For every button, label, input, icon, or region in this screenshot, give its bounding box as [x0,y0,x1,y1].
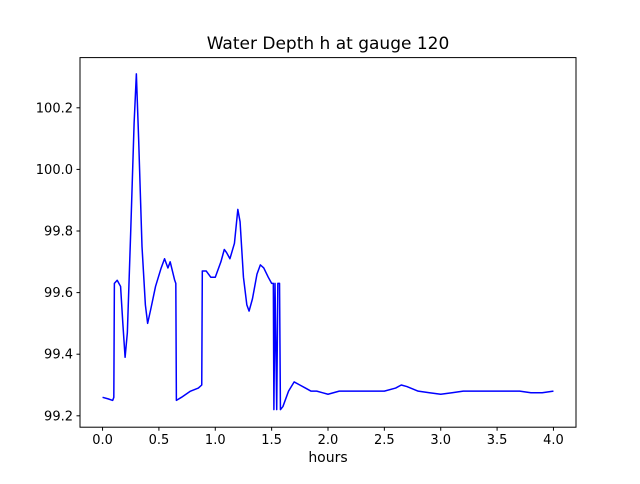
chart-title: Water Depth h at gauge 120 [207,34,450,54]
x-axis-label: hours [308,450,347,466]
y-tick-label: 100.0 [36,163,73,178]
x-tick-label: 0.0 [92,433,113,448]
x-tick-label: 3.0 [430,433,451,448]
x-tick-label: 0.5 [149,433,170,448]
plot-area: 0.0 0.5 1.0 1.5 2.0 2.5 3.0 3.5 4.0 99.2 99.4 99.6 9… [36,57,577,448]
y-tick-label: 99.6 [44,286,73,301]
axes-frame [79,57,577,428]
x-tick-label: 2.5 [374,433,395,448]
x-tick-label: 1.0 [205,433,226,448]
x-tick-label: 1.5 [261,433,282,448]
x-tick-label: 3.5 [487,433,508,448]
x-tick-label: 2.0 [318,433,339,448]
x-tick-label: 4.0 [543,433,564,448]
y-tick-label: 99.4 [44,348,73,363]
y-tick-label: 100.2 [36,101,73,116]
y-tick-label: 99.2 [44,409,73,424]
series-line-water-depth-h [102,73,554,411]
y-tick-label: 99.8 [44,225,73,240]
